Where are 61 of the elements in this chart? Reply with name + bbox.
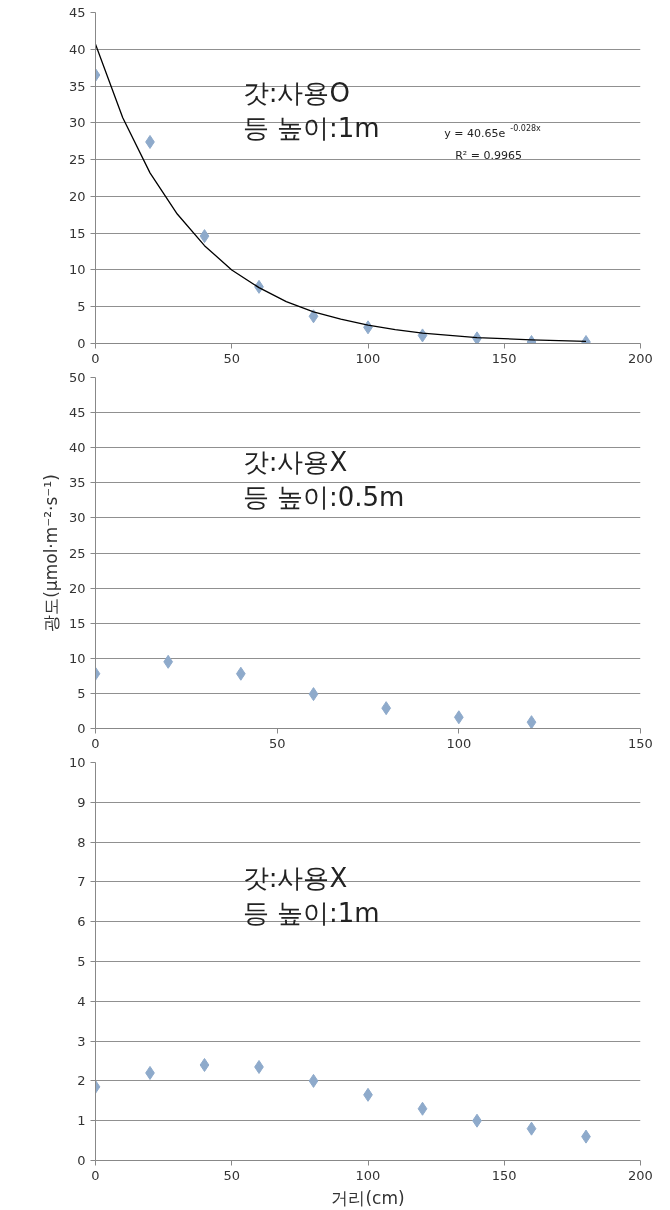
annotation: 갓:사용O 등 높이:1m bbox=[242, 78, 380, 144]
y-tick-label: 2 bbox=[77, 1073, 86, 1089]
y-tick-label: 25 bbox=[68, 545, 86, 561]
x-tick-label: 50 bbox=[268, 735, 286, 751]
x-axis-title: 거리(cm) bbox=[331, 1187, 405, 1208]
y-tick-label: 7 bbox=[77, 874, 86, 890]
point bbox=[526, 1121, 537, 1136]
x-tick-label: 150 bbox=[491, 1167, 517, 1183]
x-tick-label: 0 bbox=[91, 735, 100, 751]
x-tick-label: 150 bbox=[628, 735, 653, 751]
x-tick-label: 50 bbox=[223, 350, 241, 366]
x-tick-label: 100 bbox=[355, 1167, 381, 1183]
x-tick-label: 0 bbox=[91, 1167, 100, 1183]
y-tick-label: 0 bbox=[77, 1153, 86, 1168]
y-tick-label: 10 bbox=[68, 650, 86, 666]
y-axis-title: 광도(μmol·m⁻²·s⁻¹) bbox=[40, 474, 61, 632]
y-tick-label: 0 bbox=[77, 721, 86, 736]
y-tick-label: 15 bbox=[68, 615, 86, 631]
x-tick-label: 100 bbox=[355, 350, 381, 366]
y-tick-label: 50 bbox=[68, 370, 86, 385]
annotation: 갓:사용X 등 높이:1m bbox=[242, 863, 380, 929]
y-tick-label: 5 bbox=[77, 299, 86, 315]
y-tick-label: 20 bbox=[68, 188, 86, 204]
y-tick-label: 10 bbox=[68, 262, 86, 278]
y-tick-label: 1 bbox=[77, 1113, 86, 1129]
y-tick-label: 25 bbox=[68, 152, 86, 168]
point bbox=[199, 1057, 210, 1072]
y-tick-label: 5 bbox=[77, 954, 86, 969]
y-tick-label: 0 bbox=[77, 336, 86, 351]
point bbox=[199, 229, 210, 244]
y-tick-label: 30 bbox=[68, 510, 86, 526]
y-tick-label: 35 bbox=[68, 475, 86, 491]
y-tick-label: 40 bbox=[68, 440, 86, 456]
y-tick-label: 8 bbox=[77, 834, 86, 850]
y-tick-label: 9 bbox=[77, 794, 86, 810]
point bbox=[308, 309, 319, 324]
y-tick-label: 45 bbox=[68, 405, 86, 421]
y-tick-label: 10 bbox=[68, 755, 86, 770]
y-tick-label: 20 bbox=[68, 580, 86, 596]
x-tick-label: 200 bbox=[628, 350, 653, 366]
point bbox=[308, 1073, 319, 1088]
point bbox=[526, 715, 537, 729]
y-tick-label: 35 bbox=[68, 78, 86, 94]
y-tick-label: 15 bbox=[68, 225, 86, 241]
y-tick-label: 30 bbox=[68, 115, 86, 131]
point bbox=[308, 687, 319, 702]
x-tick-label: 100 bbox=[446, 735, 472, 751]
x-tick-label: 150 bbox=[491, 350, 517, 366]
y-tick-label: 40 bbox=[68, 41, 86, 57]
annotation: 갓:사용X 등 높이:0.5m bbox=[242, 447, 405, 513]
y-tick-label: 45 bbox=[68, 5, 86, 20]
y-tick-label: 4 bbox=[77, 993, 86, 1009]
annotation: R² = 0.9965 bbox=[455, 149, 522, 163]
x-tick-label: 200 bbox=[628, 1167, 653, 1183]
annotation: y = 40.65e-0.028x bbox=[444, 124, 542, 141]
y-tick-label: 6 bbox=[77, 914, 86, 930]
y-tick-label: 3 bbox=[77, 1033, 86, 1049]
point bbox=[417, 1101, 428, 1116]
x-tick-label: 50 bbox=[223, 1167, 241, 1183]
x-tick-label: 0 bbox=[91, 350, 100, 366]
y-tick-label: 5 bbox=[77, 685, 86, 701]
